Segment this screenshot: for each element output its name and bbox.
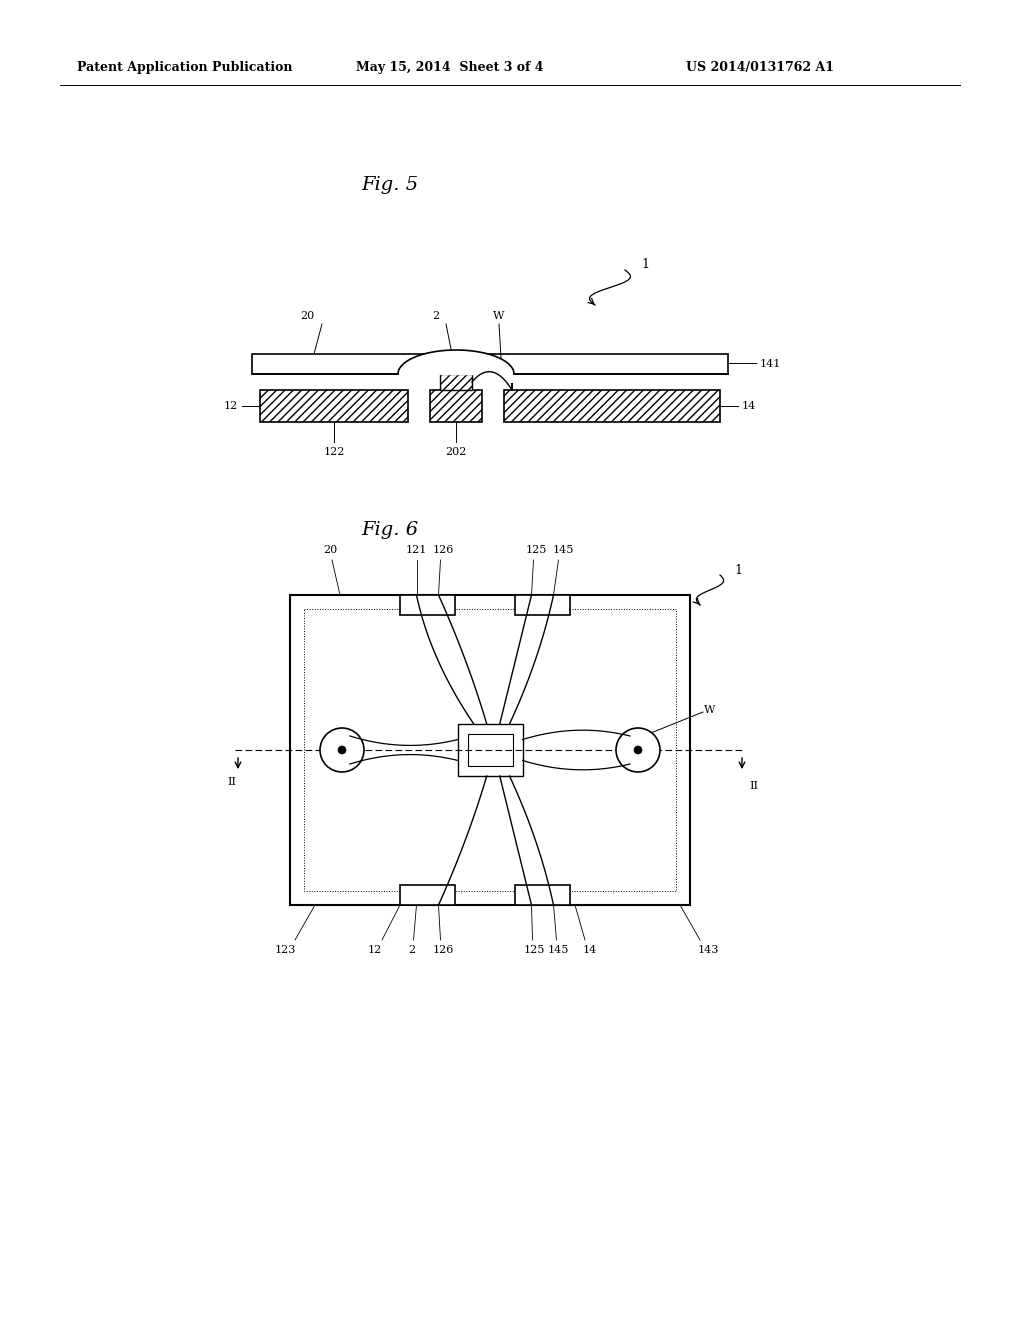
Text: Patent Application Publication: Patent Application Publication [77, 62, 293, 74]
Text: 125: 125 [524, 945, 545, 954]
Text: 145: 145 [553, 545, 574, 554]
Bar [400, 595, 455, 615]
Text: W: W [494, 312, 505, 321]
Bar [504, 389, 720, 422]
Text: 2: 2 [432, 312, 439, 321]
Text: 126: 126 [433, 545, 455, 554]
Text: 126: 126 [433, 945, 455, 954]
Bar [430, 389, 482, 422]
Text: 121: 121 [406, 545, 427, 554]
Circle shape [338, 746, 346, 754]
Bar [440, 374, 472, 389]
Circle shape [616, 729, 660, 772]
Text: 141: 141 [760, 359, 781, 370]
Text: 14: 14 [742, 401, 757, 411]
Bar [400, 884, 455, 906]
Text: 202: 202 [445, 447, 467, 457]
Text: 145: 145 [548, 945, 569, 954]
Text: 1: 1 [734, 564, 742, 577]
Text: 125: 125 [525, 545, 547, 554]
Circle shape [634, 746, 642, 754]
Text: 123: 123 [274, 945, 296, 954]
Text: 20: 20 [323, 545, 337, 554]
Circle shape [319, 729, 364, 772]
Bar [468, 734, 512, 766]
Text: 2: 2 [408, 945, 415, 954]
Text: II: II [749, 777, 758, 787]
Text: 143: 143 [697, 945, 719, 954]
Text: 1: 1 [641, 259, 649, 272]
Text: 20: 20 [300, 312, 314, 321]
Text: 12: 12 [368, 945, 382, 954]
Text: Fig. 5: Fig. 5 [361, 176, 419, 194]
Text: 122: 122 [324, 447, 345, 457]
Bar [252, 354, 728, 374]
Bar [304, 609, 676, 891]
Text: II: II [227, 777, 237, 787]
Bar [260, 389, 408, 422]
Text: 12: 12 [224, 401, 238, 411]
Bar [458, 723, 522, 776]
Text: US 2014/0131762 A1: US 2014/0131762 A1 [686, 62, 834, 74]
Text: 14: 14 [583, 945, 597, 954]
Bar [515, 884, 570, 906]
Bar [290, 595, 690, 906]
Text: Fig. 6: Fig. 6 [361, 521, 419, 539]
Text: May 15, 2014  Sheet 3 of 4: May 15, 2014 Sheet 3 of 4 [356, 62, 544, 74]
Bar [515, 595, 570, 615]
Text: W: W [705, 705, 716, 715]
